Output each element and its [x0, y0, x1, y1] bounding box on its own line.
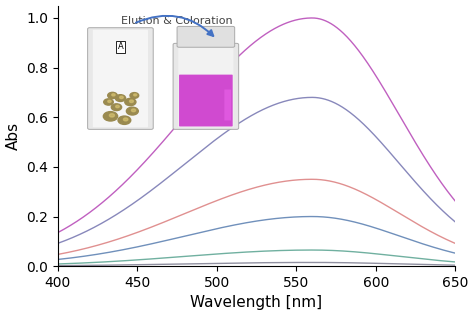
FancyBboxPatch shape: [177, 27, 235, 47]
Circle shape: [104, 99, 113, 105]
Circle shape: [130, 93, 139, 98]
FancyBboxPatch shape: [88, 28, 153, 129]
Text: Elution & Coloration: Elution & Coloration: [121, 16, 233, 26]
Circle shape: [123, 118, 128, 121]
Circle shape: [129, 100, 133, 102]
Circle shape: [118, 116, 131, 125]
Circle shape: [127, 107, 138, 115]
Text: A: A: [118, 42, 123, 51]
Circle shape: [134, 94, 137, 96]
Circle shape: [103, 112, 118, 121]
X-axis label: Wavelength [nm]: Wavelength [nm]: [191, 295, 323, 310]
FancyBboxPatch shape: [173, 43, 239, 129]
Y-axis label: Abs: Abs: [6, 122, 20, 150]
Circle shape: [108, 100, 111, 102]
Circle shape: [112, 94, 115, 96]
Circle shape: [108, 92, 117, 99]
Circle shape: [116, 105, 119, 108]
Circle shape: [125, 98, 136, 106]
Circle shape: [115, 95, 126, 101]
FancyBboxPatch shape: [179, 75, 233, 126]
Circle shape: [111, 104, 122, 111]
Circle shape: [119, 96, 123, 99]
Circle shape: [131, 109, 136, 112]
FancyBboxPatch shape: [224, 89, 231, 120]
Circle shape: [109, 114, 114, 117]
FancyBboxPatch shape: [93, 30, 148, 127]
FancyBboxPatch shape: [178, 47, 234, 127]
